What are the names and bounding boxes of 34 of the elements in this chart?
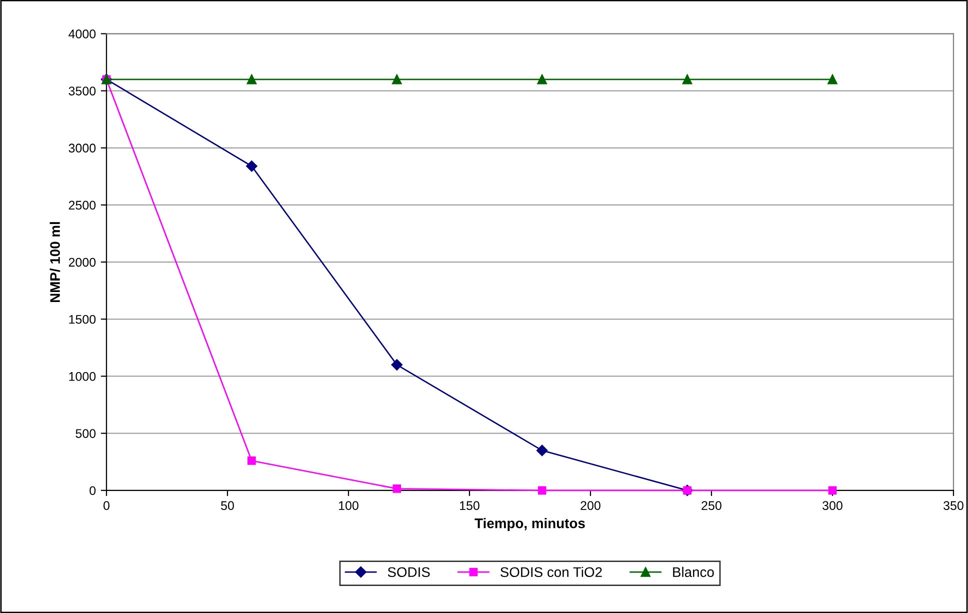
y-tick-label: 2000 [68, 258, 96, 267]
point [828, 74, 838, 84]
point [392, 74, 402, 84]
point [246, 160, 258, 172]
point [828, 486, 837, 495]
x-tick-label: 250 [702, 501, 722, 510]
point [536, 444, 548, 456]
x-tick-label: 300 [822, 501, 842, 510]
y-tick-label: 3500 [68, 86, 96, 96]
point [248, 456, 256, 465]
x-tick-label: 200 [580, 501, 600, 510]
y-tick-label: 0 [90, 486, 96, 496]
y-tick-label: 1500 [69, 314, 96, 324]
point [246, 74, 257, 84]
y-tick-label: 4000 [68, 30, 96, 38]
point [538, 486, 546, 495]
y-tick-label: 3000 [68, 144, 96, 153]
point [391, 359, 402, 370]
point [537, 74, 547, 84]
y-axis-title: NMP/ 100 ml [50, 222, 60, 302]
y-tick-label: 500 [76, 429, 96, 438]
legend-label: SODIS [388, 567, 430, 578]
y-tick-label: 1000 [69, 372, 96, 381]
x-tick-label: 100 [339, 501, 358, 510]
x-tick-label: 350 [944, 501, 964, 510]
y-tick-label: 2500 [68, 200, 96, 210]
legend-label: SODIS con TiO2 [500, 566, 602, 578]
x-tick-label: 150 [460, 501, 480, 510]
x-tick-label: 0 [103, 501, 110, 510]
point [392, 484, 402, 493]
x-tick-label: 50 [221, 501, 234, 510]
point [682, 74, 692, 84]
x-axis-title: Tiempo, minutos [474, 518, 585, 531]
legend-label: Blanco [673, 566, 714, 578]
